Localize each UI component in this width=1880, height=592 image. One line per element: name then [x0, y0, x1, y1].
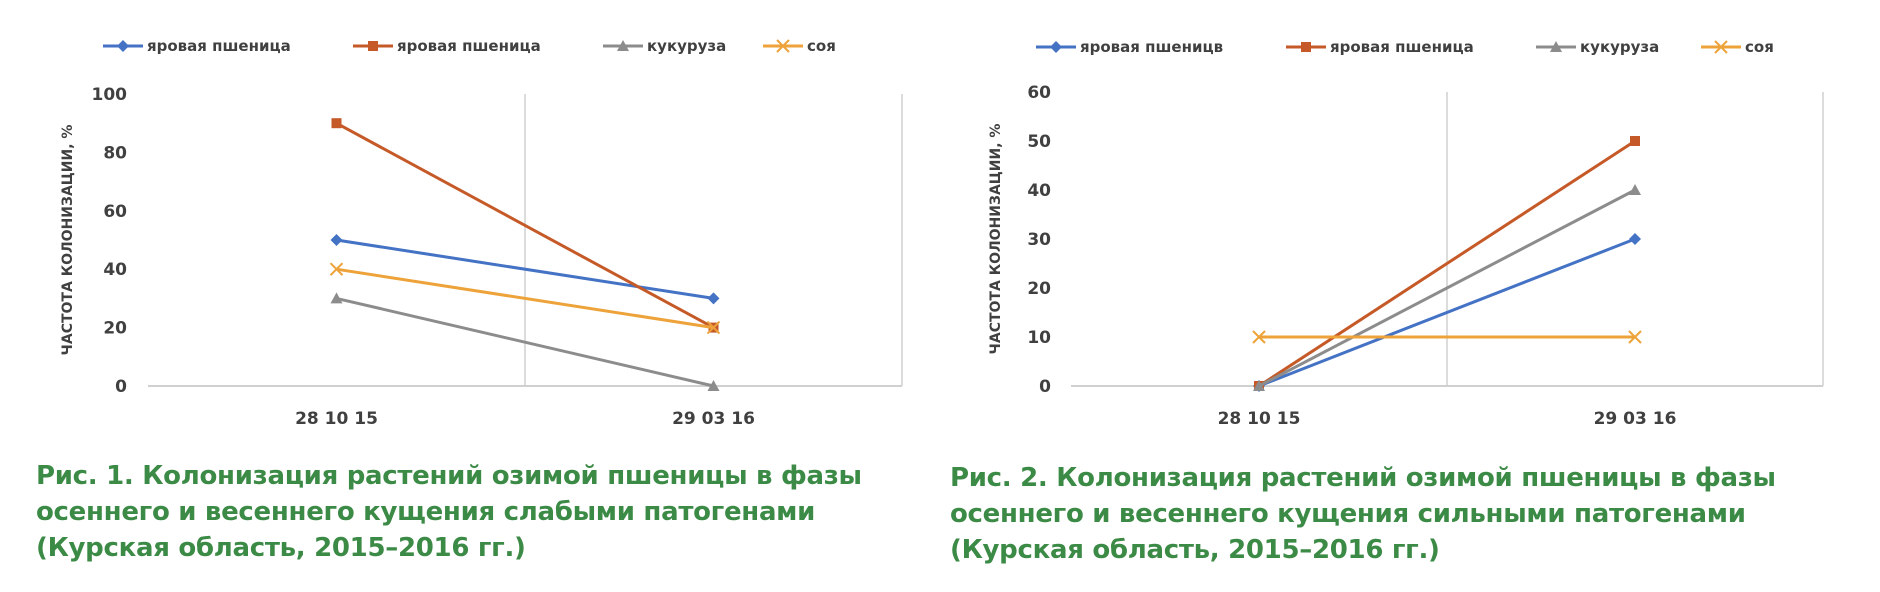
figure-2: яровая пшеницв яровая пшеница кукуруза соя Ч…	[930, 0, 1880, 592]
legend-item-2: яровая пшеница	[353, 37, 541, 55]
caption-line-3: (Курская область, 2015–2016 гг.)	[950, 535, 1440, 565]
legend-marker	[1301, 42, 1311, 52]
legend-item-1: яровая пшеницв	[1036, 38, 1223, 56]
legend-item-3: кукуруза	[603, 37, 726, 55]
y-tick-label: 0	[115, 377, 127, 397]
legend-label: соя	[1745, 38, 1774, 56]
x-tick-label: 28 10 15	[1218, 409, 1301, 429]
data-point	[706, 320, 721, 335]
data-point	[1629, 184, 1641, 195]
legend-item-4: соя	[763, 37, 836, 55]
y-tick-label: 40	[1027, 181, 1051, 201]
y-tick-label: 80	[103, 143, 127, 163]
data-point	[331, 118, 342, 129]
y-tick-label: 0	[1039, 377, 1051, 397]
data-point	[1629, 233, 1641, 245]
series-line-1	[1258, 237, 1636, 388]
legend-item-3: кукуруза	[1536, 38, 1659, 56]
legend-marker	[1714, 40, 1728, 54]
data-point	[707, 380, 720, 391]
caption-line-2: осеннего и весеннего кущения слабыми пат…	[36, 497, 816, 527]
series-line-4	[336, 267, 714, 330]
y-tick-label: 100	[92, 85, 128, 105]
y-tick-label: 50	[1027, 132, 1051, 152]
x-tick-label: 28 10 15	[295, 409, 378, 429]
legend-label: соя	[807, 37, 836, 55]
data-point	[1253, 380, 1265, 391]
x-tick-label: 29 03 16	[672, 409, 755, 429]
legend-label: яровая пшеницв	[1080, 38, 1223, 56]
y-tick-label: 60	[1027, 83, 1051, 103]
legend-label: яровая пшеница	[1330, 38, 1474, 56]
series-line-2	[1258, 139, 1636, 388]
legend-marker	[1550, 41, 1562, 52]
caption-line-2: осеннего и весеннего кущения сильными па…	[950, 499, 1746, 529]
legend-label: кукуруза	[1580, 38, 1659, 56]
legend-label: яровая пшеница	[397, 37, 541, 55]
data-point	[1252, 330, 1266, 344]
line-chart-weak-pathogens: яровая пшеница яровая пшеница кукуруза соя Ч…	[60, 37, 903, 429]
data-point	[1630, 136, 1640, 146]
series-line-2	[335, 121, 715, 329]
legend-marker	[117, 40, 129, 52]
y-tick-label: 10	[1027, 328, 1051, 348]
legend-marker	[368, 41, 378, 51]
legend-marker	[776, 39, 790, 53]
figure-1-caption: Рис. 1. Колонизация растений озимой пшен…	[36, 458, 862, 566]
series-line-3	[336, 296, 714, 388]
series-line-3	[1258, 188, 1636, 388]
caption-line-1: Рис. 2. Колонизация растений озимой пшен…	[950, 463, 1776, 493]
y-tick-label: 40	[103, 260, 127, 280]
legend-item-4: соя	[1701, 38, 1774, 56]
x-tick-label: 29 03 16	[1594, 409, 1677, 429]
caption-line-3: (Курская область, 2015–2016 гг.)	[36, 533, 526, 563]
data-point	[707, 292, 720, 305]
y-axis-title: ЧАСТОТА КОЛОНИЗАЦИИ, %	[988, 124, 1004, 355]
legend-item-2: яровая пшеница	[1286, 38, 1474, 56]
data-point	[330, 292, 343, 304]
figure-1: яровая пшеница яровая пшеница кукуруза соя Ч…	[0, 0, 930, 592]
figure-2-caption: Рис. 2. Колонизация растений озимой пшен…	[950, 460, 1776, 568]
legend-label: яровая пшеница	[147, 37, 291, 55]
y-axis-title: ЧАСТОТА КОЛОНИЗАЦИИ, %	[60, 125, 76, 356]
legend-marker	[617, 40, 629, 51]
data-point	[1628, 330, 1642, 344]
data-point	[330, 234, 343, 246]
legend-label: кукуруза	[647, 37, 726, 55]
y-tick-label: 20	[1027, 279, 1051, 299]
caption-line-1: Рис. 1. Колонизация растений озимой пшен…	[36, 461, 862, 491]
data-point	[329, 262, 344, 276]
y-tick-label: 20	[103, 319, 127, 339]
legend-item-1: яровая пшеница	[103, 37, 291, 55]
line-chart-strong-pathogens: яровая пшеницв яровая пшеница кукуруза соя Ч…	[988, 38, 1824, 429]
legend-marker	[1050, 41, 1062, 53]
series-line-1	[336, 238, 714, 300]
y-tick-label: 30	[1027, 230, 1051, 250]
y-tick-label: 60	[103, 202, 127, 222]
